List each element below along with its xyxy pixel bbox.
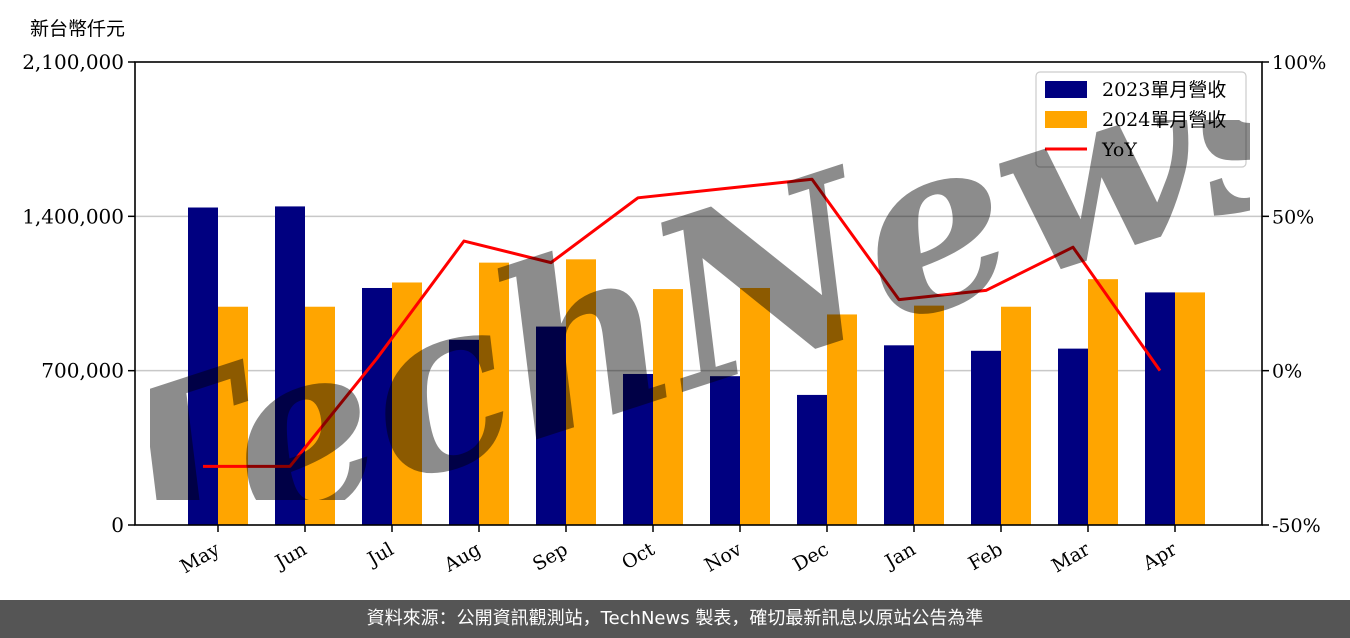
bar-2023-jul <box>362 287 392 525</box>
legend-label-yoy: YoY <box>1101 139 1137 161</box>
yoy-series-line <box>203 177 1162 468</box>
x-tick-label-jan: Jan <box>880 538 920 574</box>
bar-2024-oct <box>653 289 683 525</box>
left-tick-label: 1,400,000 <box>22 204 124 228</box>
x-tick-label-nov: Nov <box>701 538 746 577</box>
bar-2023-dec <box>797 394 827 525</box>
right-tick-label: 100% <box>1272 52 1326 74</box>
bar-2024-feb <box>1001 306 1031 525</box>
bar-2023-apr <box>1145 292 1175 525</box>
x-tick-label-apr: Apr <box>1138 538 1181 575</box>
x-tick-label-jun: Jun <box>270 538 311 574</box>
legend: 2023單月營收 2024單月營收 YoY <box>1035 71 1247 168</box>
x-tick-label-sep: Sep <box>529 538 572 575</box>
bar-2024-apr <box>1175 292 1205 525</box>
bar-2023-oct <box>623 373 653 525</box>
x-tick-label-feb: Feb <box>965 538 1007 575</box>
x-tick-label-may: May <box>177 538 224 578</box>
x-tick-label-dec: Dec <box>789 538 832 576</box>
bar-2024-nov <box>740 287 770 525</box>
legend-swatch-2023 <box>1045 81 1087 98</box>
bar-2023-sep <box>536 326 566 525</box>
bar-2024-jul <box>392 282 422 525</box>
right-tick-label: -50% <box>1272 515 1321 537</box>
yoy-line <box>202 177 1162 468</box>
legend-swatch-2024 <box>1045 111 1087 128</box>
right-tick-label: 0% <box>1272 361 1302 383</box>
bar-2024-aug <box>479 262 509 525</box>
y-axis-unit-label: 新台幣仟元 <box>30 18 126 40</box>
x-tick-label-jul: Jul <box>362 538 397 571</box>
bar-2023-may <box>188 207 218 525</box>
bar-2023-jan <box>884 345 914 525</box>
bar-2023-feb <box>971 350 1001 525</box>
bar-2024-dec <box>827 314 857 525</box>
left-tick-label: 700,000 <box>41 359 124 383</box>
bar-2024-jan <box>914 305 944 525</box>
left-tick-label: 2,100,000 <box>22 50 124 74</box>
bar-2024-mar <box>1088 279 1118 525</box>
x-tick-label-oct: Oct <box>618 538 659 574</box>
chart-area: 0 700,000 1,400,000 2,100,000 -50% 0% 50% 100% M… <box>22 50 1326 578</box>
bar-2023-nov <box>710 376 740 525</box>
legend-label-2024: 2024單月營收 <box>1102 109 1226 131</box>
x-tick-label-mar: Mar <box>1048 538 1094 577</box>
bar-2023-jun <box>275 206 305 525</box>
bar-2023-mar <box>1058 348 1088 525</box>
left-tick-label: 0 <box>111 513 124 537</box>
bars <box>188 206 1205 525</box>
x-tick-label-aug: Aug <box>440 538 485 577</box>
legend-label-2023: 2023單月營收 <box>1102 79 1226 101</box>
legend-box <box>1035 71 1247 168</box>
bar-2023-aug <box>449 339 479 525</box>
plot-frame <box>134 61 1263 526</box>
revenue-chart: 0 700,000 1,400,000 2,100,000 -50% 0% 50% 100% M… <box>22 50 1326 578</box>
source-footer: 資料來源：公開資訊觀測站，TechNews 製表，確切最新訊息以原站公告為準 <box>0 600 1350 638</box>
bar-2024-sep <box>566 259 596 525</box>
bar-2024-may <box>218 306 248 525</box>
right-tick-label: 50% <box>1272 206 1314 228</box>
